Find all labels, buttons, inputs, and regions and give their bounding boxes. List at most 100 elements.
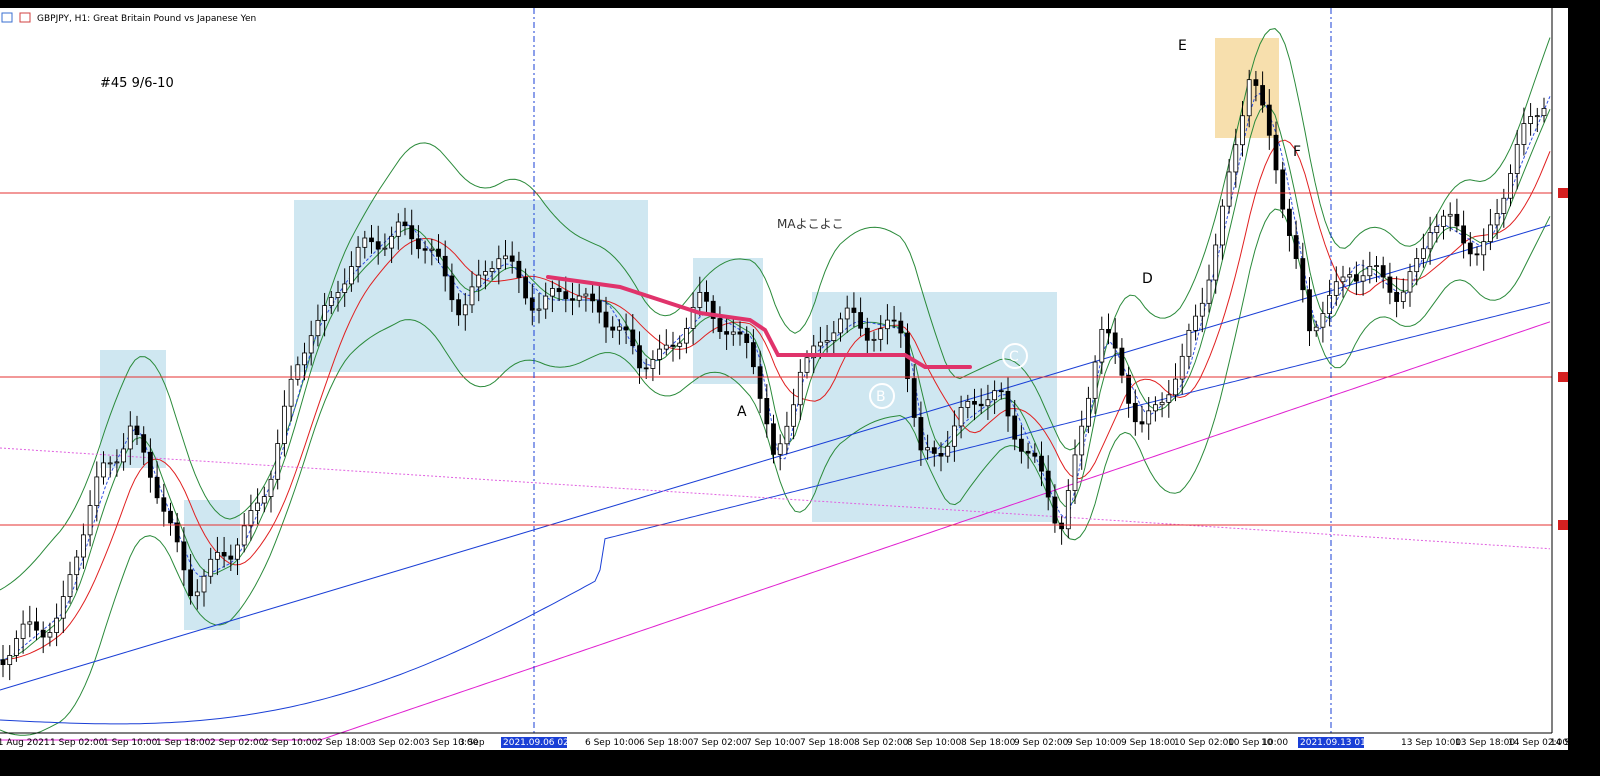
candle-body (697, 291, 703, 308)
candle-body (583, 293, 589, 297)
time-label: 2 Sep 10:00 (263, 738, 318, 748)
candle-body (871, 338, 877, 341)
candle-body (851, 307, 857, 313)
candle-body (952, 425, 957, 447)
candle-body (1039, 455, 1044, 472)
candle-body (235, 544, 240, 560)
time-label: 9 Sep 18:00 (1121, 738, 1176, 748)
candle-body (67, 574, 73, 597)
candle-body (7, 655, 13, 666)
candle-body (1380, 265, 1386, 278)
candle-body (603, 311, 609, 328)
candle-body (362, 237, 368, 248)
candle-body (1099, 328, 1105, 363)
candle-body (20, 623, 26, 639)
candle-body (13, 638, 19, 656)
level-tag (1558, 372, 1568, 382)
candle-body (1354, 274, 1359, 282)
candle-body (1153, 404, 1158, 412)
candle-body (482, 271, 488, 276)
candle-body (476, 274, 482, 288)
chart-background (0, 8, 1568, 750)
candle-body (54, 617, 59, 633)
candle-body (1159, 401, 1165, 406)
candle-body (201, 575, 207, 593)
candle-body (623, 326, 629, 331)
candle-body (1394, 291, 1399, 302)
candle-body (194, 591, 200, 597)
candle-body (1260, 85, 1265, 106)
candle-body (174, 522, 180, 543)
time-label: 2 Sep 18:00 (317, 738, 372, 748)
candle-body (369, 237, 374, 243)
candle-body (777, 443, 783, 455)
candle-body (1052, 496, 1058, 524)
time-label: 3 Sep 02:00 (370, 738, 425, 748)
candle-body (1273, 134, 1279, 171)
candle-body (710, 300, 716, 319)
time-label: 8 Sep 18:00 (961, 738, 1016, 748)
time-label: 7 Sep 02:00 (693, 738, 748, 748)
candle-body (724, 331, 729, 335)
time-label: 1 Sep 02:00 (50, 738, 105, 748)
note: #45 9/6-10 (100, 76, 174, 91)
candle-body (596, 300, 602, 313)
candle-body (261, 496, 267, 504)
candle-body (449, 275, 455, 301)
candle-body (422, 248, 428, 251)
candle-body (590, 293, 595, 302)
candle-body (885, 319, 890, 330)
candle-body (322, 305, 328, 321)
trend-magenta (0, 447, 1551, 550)
candle-body (1005, 390, 1011, 417)
candle-body (838, 318, 843, 334)
point-label: A (737, 404, 747, 420)
candle-body (375, 241, 381, 250)
candle-body (1300, 258, 1306, 291)
candle-body (1065, 490, 1071, 530)
candle-body (489, 268, 495, 272)
point-label: B (876, 389, 886, 405)
candle-body (1320, 313, 1326, 328)
candle-body (1086, 397, 1091, 427)
marker-circle (869, 383, 895, 409)
candle-body (878, 328, 884, 340)
time-label: 2 Sep 02:00 (210, 738, 265, 748)
candle-body (288, 378, 294, 407)
candle-body (1025, 450, 1031, 454)
point-label: C (1009, 349, 1019, 365)
candle-body (101, 462, 106, 478)
candle-body (114, 461, 120, 464)
candle-body (670, 344, 676, 347)
candle-body (335, 292, 341, 298)
candle-body (1112, 332, 1118, 349)
candle-body (402, 221, 408, 227)
candle-body (1193, 315, 1198, 331)
candle-body (1434, 226, 1440, 233)
candle-body (992, 390, 997, 401)
candle-body (818, 341, 823, 347)
candle-body (757, 366, 763, 399)
time-label: 10 (1261, 738, 1273, 748)
candle-body (87, 505, 93, 536)
candle-body (677, 342, 683, 347)
time-label: 1 Sep 18:00 (156, 738, 211, 748)
candle-body (891, 319, 897, 322)
candle-body (1488, 224, 1493, 243)
candle-body (442, 255, 448, 277)
candle-body (972, 400, 977, 405)
candle-body (804, 357, 810, 373)
candle-body (1146, 410, 1152, 425)
ma-note: MAよこよこ (777, 217, 844, 231)
candle-body (543, 295, 549, 310)
time-label: 1 Sep 10:00 (103, 738, 158, 748)
candle-body (469, 286, 475, 306)
candle-body (1387, 276, 1393, 293)
candle-body (134, 425, 140, 436)
time-label: 7 Sep 10:00 (746, 738, 801, 748)
candle-body (824, 340, 830, 343)
candle-body (1461, 225, 1466, 244)
candle-body (663, 344, 669, 350)
time-label: 10 Sep 02:00 (1174, 738, 1234, 748)
candle-body (1012, 415, 1018, 440)
